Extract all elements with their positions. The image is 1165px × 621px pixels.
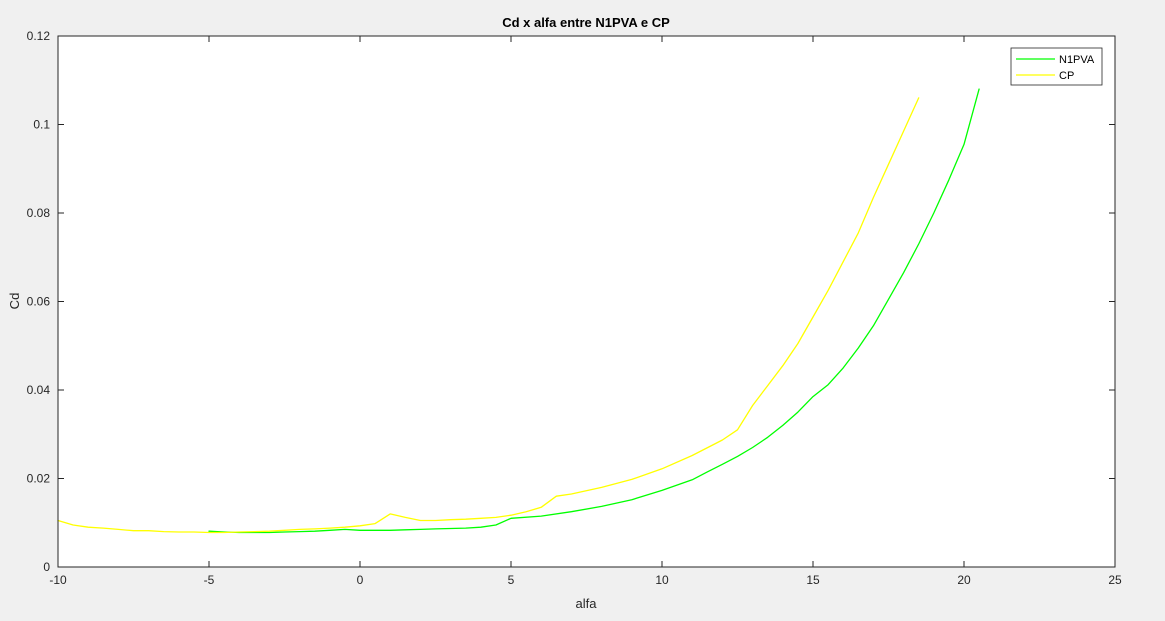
x-tick-label: 20 [957, 573, 971, 587]
chart-title: Cd x alfa entre N1PVA e CP [502, 15, 670, 30]
legend-label-cp: CP [1059, 70, 1074, 82]
y-tick-label: 0.12 [27, 29, 51, 43]
y-tick-label: 0.06 [27, 295, 51, 309]
x-tick-label: -5 [204, 573, 215, 587]
y-tick-label: 0.04 [27, 383, 51, 397]
x-tick-label: 5 [508, 573, 515, 587]
y-axis-label: Cd [7, 293, 22, 310]
y-tick-label: 0 [43, 560, 50, 574]
x-axis-label: alfa [576, 596, 598, 611]
x-tick-label: -10 [49, 573, 67, 587]
x-tick-label: 10 [655, 573, 669, 587]
y-tick-label: 0.02 [27, 472, 51, 486]
series-line-cp [57, 97, 920, 534]
y-tick-label: 0.1 [33, 118, 50, 132]
tick-layer: -10 -5 0 5 10 15 20 25 0 0.02 0.04 0.06 0.08 0.1 0.12 [27, 29, 1122, 587]
series-layer [57, 88, 980, 534]
x-tick-label: 25 [1108, 573, 1122, 587]
series-line-n1pva [208, 88, 980, 534]
legend-box [1010, 47, 1103, 86]
legend-label-n1pva: N1PVA [1059, 54, 1095, 66]
legend: N1PVA CP [1010, 47, 1103, 86]
plot-background [58, 36, 1115, 567]
x-tick-label: 0 [357, 573, 364, 587]
y-tick-label: 0.08 [27, 206, 51, 220]
x-tick-label: 15 [806, 573, 820, 587]
